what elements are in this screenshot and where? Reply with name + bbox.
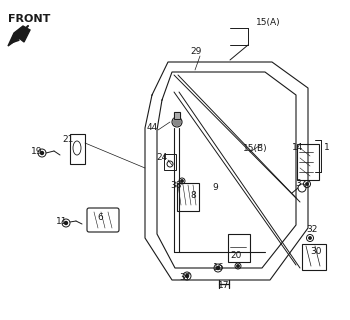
Text: 38: 38	[170, 180, 182, 189]
Bar	[302, 244, 326, 270]
Bar	[70, 134, 85, 164]
Text: 16: 16	[213, 263, 225, 273]
Text: 24: 24	[156, 154, 168, 163]
Polygon shape	[8, 26, 30, 46]
Text: 30: 30	[310, 247, 322, 257]
Circle shape	[217, 267, 219, 269]
Text: 21: 21	[62, 135, 74, 145]
Text: 20: 20	[230, 251, 242, 260]
Circle shape	[309, 237, 311, 239]
Text: 32: 32	[306, 226, 318, 235]
Bar	[164, 154, 176, 170]
Text: 29: 29	[190, 47, 202, 57]
Bar	[174, 112, 180, 119]
Text: 15(A): 15(A)	[256, 18, 280, 27]
Text: 19: 19	[31, 148, 43, 156]
Text: 44: 44	[146, 124, 158, 132]
Text: 11: 11	[56, 218, 68, 227]
Circle shape	[181, 180, 183, 182]
Bar	[297, 144, 319, 180]
Bar	[177, 183, 199, 211]
Circle shape	[41, 151, 43, 155]
Text: 15(B): 15(B)	[243, 143, 267, 153]
Bar	[228, 234, 250, 262]
Circle shape	[174, 118, 181, 125]
Text: 37: 37	[179, 274, 191, 283]
Circle shape	[186, 275, 189, 277]
Text: 6: 6	[97, 213, 103, 222]
Text: 14: 14	[292, 143, 304, 153]
Text: FRONT: FRONT	[8, 14, 50, 24]
Bar	[174, 112, 180, 119]
Text: 17: 17	[218, 282, 230, 291]
Circle shape	[237, 265, 239, 267]
Text: 8: 8	[190, 191, 196, 201]
Circle shape	[64, 221, 68, 225]
Text: 9: 9	[212, 183, 218, 193]
Text: 1: 1	[324, 143, 330, 153]
Circle shape	[306, 183, 308, 185]
Text: 3: 3	[295, 179, 301, 188]
